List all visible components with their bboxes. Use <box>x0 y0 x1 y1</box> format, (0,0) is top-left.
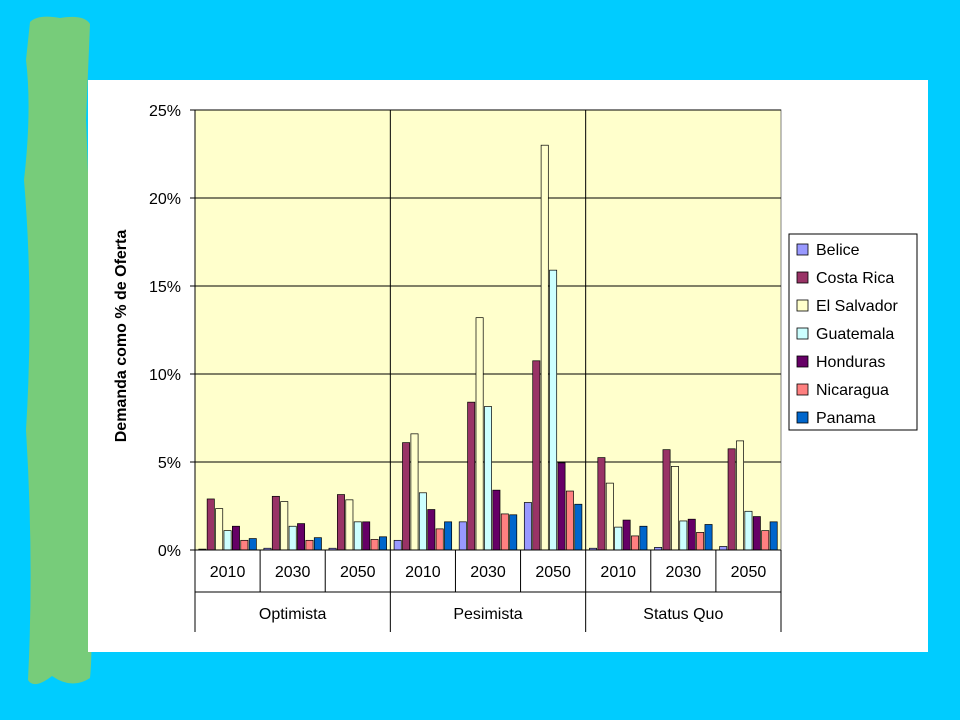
x-tick-label: 2050 <box>535 564 571 581</box>
bar-panama <box>379 536 387 551</box>
group-label: Optimista <box>259 606 327 623</box>
y-tick-label: 25% <box>149 103 181 120</box>
bar-honduras <box>687 518 696 551</box>
bar-panama <box>509 514 518 551</box>
bar-costa-rica <box>532 360 541 551</box>
legend-swatch <box>796 383 809 396</box>
y-axis-label: Demanda como % de Oferta <box>113 230 130 443</box>
bar-panama <box>574 503 583 551</box>
bar-panama <box>313 537 322 551</box>
legend-entry: Panama <box>816 410 876 427</box>
legend-swatch <box>796 243 809 256</box>
bar-nicaragua <box>305 539 314 551</box>
y-tick-label: 5% <box>158 455 181 472</box>
bar-el-salvador <box>540 144 549 551</box>
bar-honduras <box>752 516 761 551</box>
legend-swatch <box>796 271 809 284</box>
legend: Belice Costa Rica El Salvador Guatemala Hond… <box>788 233 918 431</box>
bar-nicaragua <box>500 513 509 551</box>
bar-panama <box>444 521 453 551</box>
bar-belice <box>523 502 532 551</box>
legend-swatch <box>796 355 809 368</box>
bar-belice <box>393 539 402 551</box>
x-tick-label: 2050 <box>731 564 767 581</box>
bar-panama <box>248 538 257 551</box>
bar-honduras <box>622 519 631 551</box>
bar-costa-rica <box>467 401 476 551</box>
bar-costa-rica <box>402 442 411 551</box>
bar-costa-rica <box>597 457 606 551</box>
bar-nicaragua <box>696 532 705 551</box>
y-tick-label: 20% <box>149 191 181 208</box>
bar-guatemala <box>679 520 688 551</box>
bar-guatemala <box>288 525 297 551</box>
bar-nicaragua <box>631 535 639 551</box>
legend-entry: Honduras <box>816 354 885 371</box>
bar-belice <box>458 521 467 551</box>
bar-el-salvador <box>345 499 354 551</box>
y-tick-label: 15% <box>149 279 181 296</box>
bar-guatemala <box>223 530 232 551</box>
bar-nicaragua <box>565 490 574 551</box>
bar-honduras <box>297 523 306 551</box>
bar-costa-rica <box>271 495 280 551</box>
bar-costa-rica <box>662 449 671 551</box>
bar-el-salvador <box>736 440 744 551</box>
y-tick-label: 0% <box>158 543 181 560</box>
bar-nicaragua <box>240 539 249 551</box>
legend-entry: Belice <box>816 242 860 259</box>
legend-box <box>788 233 918 431</box>
bar-guatemala <box>353 521 362 551</box>
y-tick-label: 10% <box>149 367 181 384</box>
bar-guatemala <box>614 526 623 551</box>
bar-nicaragua <box>370 539 379 551</box>
legend-entry: El Salvador <box>816 298 898 315</box>
group-label: Pesimista <box>453 606 522 623</box>
x-tick-label: 2010 <box>600 564 636 581</box>
bar-honduras <box>362 521 371 551</box>
bar-honduras <box>232 525 240 551</box>
bar-honduras <box>557 462 566 551</box>
legend-entry: Nicaragua <box>816 382 889 399</box>
x-tick-label: 2030 <box>470 564 506 581</box>
bar-honduras <box>492 489 501 551</box>
chart: 0% 5% 10% 15% 20% 25% 2010 2030 2050 2010 2030 2050… <box>113 103 918 632</box>
bar-el-salvador <box>215 508 224 551</box>
bar-el-salvador <box>670 466 679 551</box>
x-tick-label: 2050 <box>340 564 376 581</box>
x-tick-label: 2010 <box>405 564 441 581</box>
bar-panama <box>639 525 648 551</box>
bar-guatemala <box>744 510 753 551</box>
group-label: Status Quo <box>643 606 723 623</box>
bar-honduras <box>427 509 436 551</box>
bar-costa-rica <box>206 498 215 551</box>
legend-entry: Costa Rica <box>816 270 894 287</box>
bar-el-salvador <box>605 482 614 551</box>
bar-el-salvador <box>475 317 484 551</box>
bar-nicaragua <box>761 530 770 551</box>
legend-entry: Guatemala <box>816 326 894 343</box>
bar-panama <box>704 524 713 551</box>
bar-panama <box>769 521 778 551</box>
bar-el-salvador <box>280 501 289 551</box>
bar-guatemala <box>484 406 492 551</box>
x-tick-label: 2010 <box>210 564 246 581</box>
chart-panel: 0% 5% 10% 15% 20% 25% 2010 2030 2050 2010 2030 2050… <box>88 80 928 652</box>
bar-belice <box>719 546 728 551</box>
bar-el-salvador <box>410 433 419 551</box>
bar-guatemala <box>418 492 427 551</box>
legend-swatch <box>796 299 809 312</box>
bar-nicaragua <box>435 528 444 551</box>
bar-guatemala <box>549 269 558 551</box>
x-tick-label: 2030 <box>275 564 311 581</box>
legend-swatch <box>796 411 809 424</box>
bar-costa-rica <box>337 494 345 551</box>
bar-costa-rica <box>727 448 736 551</box>
green-decorative-strip <box>24 16 92 685</box>
x-tick-label: 2030 <box>666 564 702 581</box>
legend-swatch <box>796 327 809 340</box>
